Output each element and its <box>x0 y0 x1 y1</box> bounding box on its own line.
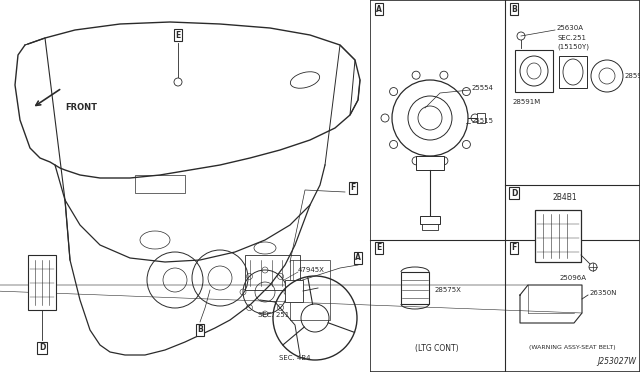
Text: 28591M: 28591M <box>513 99 541 105</box>
Bar <box>290 260 330 320</box>
Text: A: A <box>376 4 382 13</box>
Bar <box>401 272 429 304</box>
Text: E: E <box>175 31 180 39</box>
Text: 25630A: 25630A <box>557 25 584 31</box>
Text: A: A <box>355 253 361 263</box>
Text: 2B4B1: 2B4B1 <box>553 193 577 202</box>
Text: (15150Y): (15150Y) <box>557 44 589 50</box>
Text: J253027W: J253027W <box>597 357 636 366</box>
Bar <box>370 0 640 372</box>
Text: D: D <box>39 343 45 353</box>
Circle shape <box>589 263 597 271</box>
Bar <box>477 113 485 123</box>
Bar <box>416 156 444 170</box>
Text: D: D <box>511 189 517 198</box>
Bar <box>135 175 185 193</box>
Text: 26350N: 26350N <box>590 290 618 296</box>
Text: SEC.251: SEC.251 <box>557 35 586 41</box>
Circle shape <box>517 32 525 40</box>
Text: E: E <box>376 244 381 253</box>
Bar <box>0 0 370 372</box>
Text: F: F <box>511 244 516 253</box>
Text: SEC. 4B4: SEC. 4B4 <box>279 355 311 361</box>
Bar <box>28 255 56 310</box>
Text: 25096A: 25096A <box>559 275 586 281</box>
Text: F: F <box>350 183 356 192</box>
Bar <box>285 280 303 302</box>
Text: B: B <box>197 326 203 334</box>
Bar <box>245 255 300 290</box>
Text: 47945X: 47945X <box>298 267 325 273</box>
Text: SEC. 251: SEC. 251 <box>258 312 289 318</box>
Text: B: B <box>511 4 517 13</box>
Bar <box>535 210 581 262</box>
Text: (WARNING ASSY-SEAT BELT): (WARNING ASSY-SEAT BELT) <box>529 346 615 350</box>
Text: FRONT: FRONT <box>65 103 97 112</box>
Text: 25554: 25554 <box>472 85 494 91</box>
Text: 25515: 25515 <box>472 118 494 124</box>
Text: 28590N: 28590N <box>625 73 640 79</box>
Bar <box>559 56 587 88</box>
Text: 28575X: 28575X <box>435 287 462 293</box>
Bar <box>422 224 438 230</box>
Bar <box>420 216 440 224</box>
Text: (LTG CONT): (LTG CONT) <box>415 343 459 353</box>
Circle shape <box>174 78 182 86</box>
Bar <box>515 50 553 92</box>
